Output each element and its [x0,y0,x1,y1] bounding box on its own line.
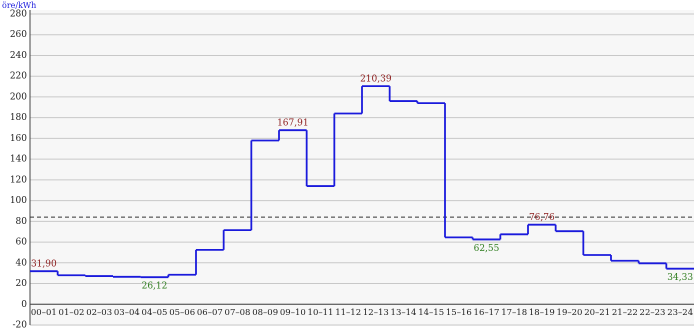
x-tick-label: 06–07 [197,308,223,318]
x-tick-label: 17–18 [501,308,527,318]
x-tick-label: 09–10 [280,308,306,318]
x-tick-label: 07–08 [225,308,251,318]
x-tick-label: 05–06 [169,308,195,318]
x-tick-label: 21–22 [612,308,638,318]
x-tick-label: 20–21 [584,308,610,318]
x-tick-label: 01–02 [59,308,85,318]
y-tick-label: 260 [10,30,27,40]
value-label: 210,39 [360,75,392,85]
y-tick-label: 100 [10,196,27,206]
x-tick-label: 03–04 [114,308,140,318]
value-label: 62,55 [474,244,500,254]
value-label: 26,12 [142,282,168,292]
x-tick-label: 02–03 [86,308,112,318]
x-tick-label: 11–12 [335,308,361,318]
x-tick-label: 04–05 [142,308,168,318]
x-tick-label: 15–16 [446,308,472,318]
x-tick-label: 16–17 [474,308,500,318]
x-tick-label: 19–20 [557,308,583,318]
y-tick-label: 0 [21,300,27,310]
x-tick-label: 18–19 [529,308,555,318]
value-label: 76,76 [529,213,555,223]
x-tick-label: 00–01 [31,308,57,318]
x-tick-label: 08–09 [252,308,278,318]
y-tick-label: 60 [16,238,28,248]
x-tick-label: 14–15 [418,308,444,318]
x-tick-label: 12–13 [363,308,389,318]
y-tick-label: 160 [10,134,27,144]
y-tick-label: 120 [10,175,27,185]
y-tick-label: 220 [10,72,27,82]
x-tick-label: 22–23 [640,308,666,318]
value-label: 31,90 [31,260,57,270]
y-tick-label: 80 [16,217,28,227]
y-tick-label: -20 [13,321,28,331]
y-tick-label: 20 [16,279,28,289]
x-tick-label: 10–11 [308,308,334,318]
y-tick-label: 40 [16,258,28,268]
y-unit-label: öre/kWh [2,1,36,10]
value-label: 34,33 [667,273,693,283]
x-tick-label: 13–14 [391,308,417,318]
y-tick-label: 200 [10,92,27,102]
plot-area [30,10,694,326]
y-tick-label: 280 [10,10,27,20]
y-tick-label: 240 [10,51,27,61]
y-tick-label: 140 [10,155,27,165]
value-label: 167,91 [277,119,309,129]
x-tick-label: 23–24 [667,308,693,318]
y-tick-label: 180 [10,113,27,123]
